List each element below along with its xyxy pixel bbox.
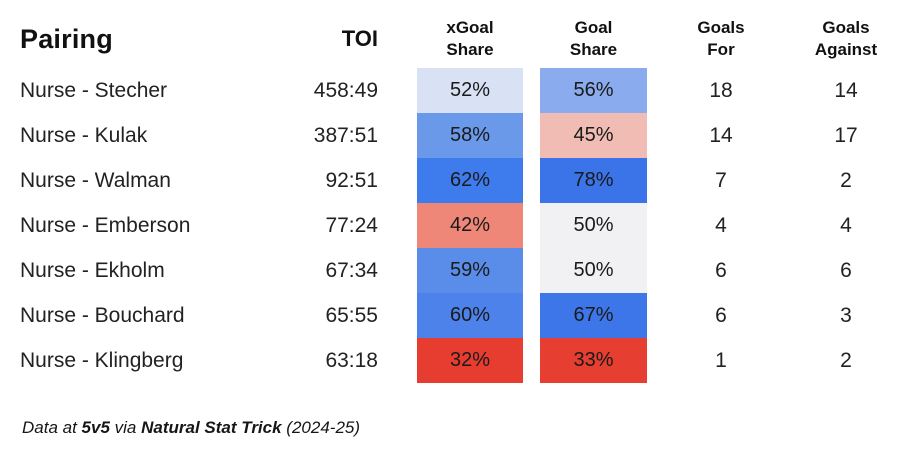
xgoal-share-cell: 60%	[417, 293, 523, 338]
goal-share-cell: 78%	[540, 158, 647, 203]
footer-suffix: (2024-25)	[281, 418, 361, 437]
footer-strength: 5v5	[81, 418, 110, 437]
goals-for-value: 18	[709, 78, 733, 102]
table-row: Nurse - Kulak 387:51 58% 45% 14 17	[0, 113, 921, 158]
goal-share-cell: 67%	[540, 293, 647, 338]
toi-value: 458:49	[313, 78, 378, 102]
goals-for-value: 7	[715, 168, 727, 192]
goal-share-cell: 33%	[540, 338, 647, 383]
xgoal-share-cell: 32%	[417, 338, 523, 383]
table-row: Nurse - Bouchard 65:55 60% 67% 6 3	[0, 293, 921, 338]
footer-middle: via	[109, 418, 142, 437]
goals-against-value: 3	[840, 303, 852, 327]
goals-against-value: 2	[840, 168, 852, 192]
table-row: Nurse - Klingberg 63:18 32% 33% 1 2	[0, 338, 921, 383]
goal-share-cell: 45%	[540, 113, 647, 158]
pairing-name: Nurse - Klingberg	[20, 348, 184, 372]
xgoal-share-cell: 42%	[417, 203, 523, 248]
pairing-name: Nurse - Bouchard	[20, 303, 185, 327]
goals-for-value: 4	[715, 213, 727, 237]
xgoal-share-cell: 62%	[417, 158, 523, 203]
goals-against-value: 6	[840, 258, 852, 282]
toi-value: 92:51	[325, 168, 378, 192]
goals-against-value: 14	[834, 78, 858, 102]
toi-value: 63:18	[325, 348, 378, 372]
column-header-goals-for: Goals For	[697, 17, 745, 59]
pairing-name: Nurse - Emberson	[20, 213, 191, 237]
column-header-goal-share: Goal Share	[569, 17, 618, 59]
toi-value: 77:24	[325, 213, 378, 237]
xgoal-share-cell: 52%	[417, 68, 523, 113]
xgoal-share-cell: 59%	[417, 248, 523, 293]
table-row: Nurse - Walman 92:51 62% 78% 7 2	[0, 158, 921, 203]
goal-share-cell: 56%	[540, 68, 647, 113]
goals-for-value: 6	[715, 258, 727, 282]
column-header-goals-against: Goals Against	[814, 17, 878, 59]
data-source-note: Data at 5v5 via Natural Stat Trick (2024…	[22, 418, 360, 438]
toi-value: 387:51	[313, 123, 378, 147]
column-header-xgoal-share: xGoal Share	[446, 17, 494, 59]
goals-for-value: 6	[715, 303, 727, 327]
table-row: Nurse - Ekholm 67:34 59% 50% 6 6	[0, 248, 921, 293]
goals-for-value: 14	[709, 123, 733, 147]
table-row: Nurse - Stecher 458:49 52% 56% 18 14	[0, 68, 921, 113]
pairing-name: Nurse - Ekholm	[20, 258, 165, 282]
pairing-name: Nurse - Stecher	[20, 78, 168, 102]
goals-against-value: 17	[834, 123, 858, 147]
toi-value: 65:55	[325, 303, 378, 327]
pairing-name: Nurse - Kulak	[20, 123, 148, 147]
toi-value: 67:34	[325, 258, 378, 282]
pairing-name: Nurse - Walman	[20, 168, 171, 192]
goals-against-value: 4	[840, 213, 852, 237]
goal-share-cell: 50%	[540, 248, 647, 293]
table-row: Nurse - Emberson 77:24 42% 50% 4 4	[0, 203, 921, 248]
goals-for-value: 1	[715, 348, 727, 372]
column-header-pairing: Pairing	[20, 23, 113, 54]
pairing-stats-table: Pairing TOI xGoal Share Goal Share Goals…	[0, 10, 921, 383]
footer-source: Natural Stat Trick	[141, 418, 282, 437]
column-header-toi: TOI	[341, 26, 378, 51]
table-header-row: Pairing TOI xGoal Share Goal Share Goals…	[0, 10, 921, 68]
goal-share-cell: 50%	[540, 203, 647, 248]
xgoal-share-cell: 58%	[417, 113, 523, 158]
goals-against-value: 2	[840, 348, 852, 372]
footer-prefix: Data at	[22, 418, 82, 437]
